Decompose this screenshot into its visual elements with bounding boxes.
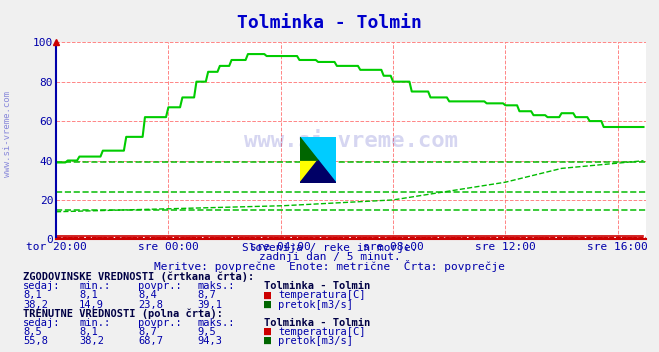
- Text: Tolminka - Tolmin: Tolminka - Tolmin: [264, 281, 370, 291]
- Text: sedaj:: sedaj:: [23, 281, 61, 291]
- Text: 8,7: 8,7: [198, 290, 216, 301]
- Text: ZGODOVINSKE VREDNOSTI (črtkana črta):: ZGODOVINSKE VREDNOSTI (črtkana črta):: [23, 271, 254, 282]
- Text: 8,5: 8,5: [23, 327, 42, 337]
- Text: 8,1: 8,1: [79, 290, 98, 301]
- Text: 68,7: 68,7: [138, 336, 163, 346]
- Text: ■: ■: [264, 334, 271, 347]
- Text: Tolminka - Tolmin: Tolminka - Tolmin: [237, 14, 422, 32]
- Text: 38,2: 38,2: [79, 336, 104, 346]
- Text: 8,7: 8,7: [138, 327, 157, 337]
- Text: pretok[m3/s]: pretok[m3/s]: [278, 336, 353, 346]
- Text: 14,9: 14,9: [79, 300, 104, 310]
- Text: 23,8: 23,8: [138, 300, 163, 310]
- Text: zadnji dan / 5 minut.: zadnji dan / 5 minut.: [258, 252, 401, 262]
- Polygon shape: [300, 137, 318, 160]
- Text: ■: ■: [264, 298, 271, 311]
- Polygon shape: [300, 137, 336, 183]
- Text: ■: ■: [264, 289, 271, 302]
- Text: pretok[m3/s]: pretok[m3/s]: [278, 300, 353, 310]
- Text: 39,1: 39,1: [198, 300, 223, 310]
- Text: Tolminka - Tolmin: Tolminka - Tolmin: [264, 318, 370, 328]
- Text: sedaj:: sedaj:: [23, 318, 61, 328]
- Text: 94,3: 94,3: [198, 336, 223, 346]
- Text: maks.:: maks.:: [198, 318, 235, 328]
- Text: povpr.:: povpr.:: [138, 318, 182, 328]
- Text: 55,8: 55,8: [23, 336, 48, 346]
- Text: www.si-vreme.com: www.si-vreme.com: [3, 91, 13, 177]
- Text: 8,1: 8,1: [79, 327, 98, 337]
- Text: temperatura[C]: temperatura[C]: [278, 290, 366, 301]
- Text: www.si-vreme.com: www.si-vreme.com: [244, 131, 458, 151]
- Text: TRENUTNE VREDNOSTI (polna črta):: TRENUTNE VREDNOSTI (polna črta):: [23, 308, 223, 319]
- Text: 38,2: 38,2: [23, 300, 48, 310]
- Text: maks.:: maks.:: [198, 281, 235, 291]
- Text: povpr.:: povpr.:: [138, 281, 182, 291]
- Text: Meritve: povprečne  Enote: metrične  Črta: povprečje: Meritve: povprečne Enote: metrične Črta:…: [154, 260, 505, 272]
- Text: 8,1: 8,1: [23, 290, 42, 301]
- Text: 8,4: 8,4: [138, 290, 157, 301]
- Text: min.:: min.:: [79, 281, 110, 291]
- Polygon shape: [300, 160, 336, 183]
- Polygon shape: [300, 137, 336, 183]
- Text: temperatura[C]: temperatura[C]: [278, 327, 366, 337]
- Text: Slovenija / reke in morje.: Slovenija / reke in morje.: [242, 243, 417, 253]
- Text: 9,5: 9,5: [198, 327, 216, 337]
- Text: min.:: min.:: [79, 318, 110, 328]
- Text: ■: ■: [264, 325, 271, 338]
